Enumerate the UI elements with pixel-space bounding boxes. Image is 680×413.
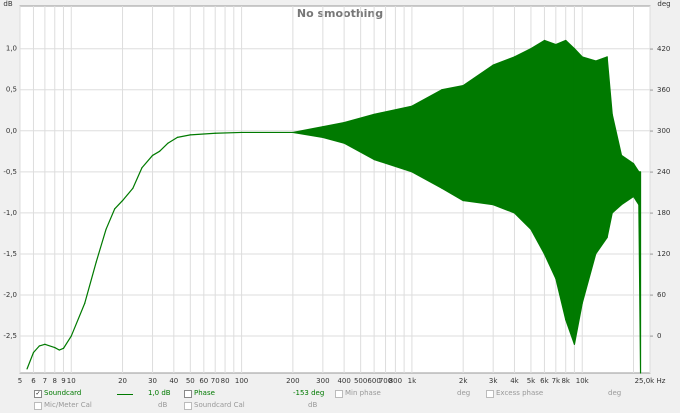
phase-value: -153 deg [293, 389, 325, 397]
y-tick-label: -1,5 [3, 250, 17, 258]
checkbox[interactable] [34, 402, 42, 410]
checkbox[interactable] [184, 402, 192, 410]
response-band [214, 131, 243, 134]
x-tick-label: 5 [18, 377, 22, 385]
y2-tick-label: 360 [657, 86, 670, 94]
response-band [632, 163, 640, 206]
y2-tick-label: 420 [657, 45, 670, 53]
x-tick-label: 10k [576, 377, 590, 385]
response-band [595, 56, 608, 255]
excess-phase[interactable]: Excess phase [496, 389, 544, 397]
x-tick-label: 10 [67, 377, 76, 385]
x-tick-label: 25,0k Hz [635, 377, 666, 385]
response-band [620, 154, 635, 206]
response-band [543, 39, 557, 280]
y-axis-label: dB [3, 0, 12, 8]
y2-tick-label: 0 [657, 332, 661, 340]
x-tick-label: 30 [148, 377, 157, 385]
checkbox[interactable] [486, 390, 494, 398]
x-tick-label: 60 [199, 377, 208, 385]
response-band [441, 85, 464, 202]
unit: deg [608, 389, 622, 397]
soundcard-cal[interactable]: Soundcard Cal [194, 401, 245, 409]
checkbox[interactable] [335, 390, 343, 398]
x-tick-label: 6k [540, 377, 549, 385]
x-tick-label: 40 [169, 377, 178, 385]
y2-tick-label: 60 [657, 291, 666, 299]
chart-title: No smoothing [297, 7, 383, 20]
response-band [638, 171, 642, 374]
legend-line [117, 394, 133, 395]
y2-tick-label: 300 [657, 127, 670, 135]
y-tick-label: -1,0 [3, 209, 17, 217]
x-tick-label: 3k [489, 377, 498, 385]
x-tick-label: 8k [561, 377, 570, 385]
x-tick-label: 2k [459, 377, 468, 385]
response-band [513, 48, 532, 230]
x-tick-label: 300 [316, 377, 329, 385]
x-tick-label: 6 [31, 377, 36, 385]
response-band [411, 89, 443, 189]
legend-panel: ✓ Soundcard 1,0 dB Phase -153 deg Min ph… [0, 386, 680, 413]
y-tick-label: -2,0 [3, 291, 17, 299]
checkbox[interactable]: ✓ [34, 390, 42, 398]
x-tick-label: 100 [235, 377, 248, 385]
y-tick-label: -2,5 [3, 332, 17, 340]
y2-tick-label: 240 [657, 168, 670, 176]
response-band [573, 48, 583, 345]
response-band [530, 39, 546, 255]
unit: dB [308, 401, 318, 409]
y-tick-label: 0,0 [6, 127, 17, 135]
response-band [565, 39, 576, 345]
x-tick-label: 7 [43, 377, 47, 385]
min-phase[interactable]: Min phase [345, 389, 381, 397]
x-tick-label: 8 [53, 377, 57, 385]
x-tick-label: 1k [408, 377, 417, 385]
x-tick-label: 5k [527, 377, 536, 385]
response-band [373, 105, 413, 173]
y-tick-label: -0,5 [3, 168, 17, 176]
x-tick-label: 800 [389, 377, 402, 385]
checkbox[interactable] [184, 390, 192, 398]
response-band [492, 56, 516, 214]
unit: deg [457, 389, 471, 397]
response-band [462, 64, 494, 206]
x-tick-label: 600 [367, 377, 380, 385]
x-tick-label: 20 [118, 377, 127, 385]
x-tick-label: 500 [354, 377, 367, 385]
y2-tick-label: 180 [657, 209, 670, 217]
x-tick-label: 9 [61, 377, 65, 385]
x-tick-label: 4k [510, 377, 519, 385]
x-tick-label: 50 [186, 377, 195, 385]
x-tick-label: 400 [337, 377, 350, 385]
unit: dB [158, 401, 168, 409]
level: 1,0 dB [148, 389, 171, 397]
y2-axis-label: deg [657, 0, 670, 8]
legend-soundcard[interactable]: Soundcard [44, 389, 82, 397]
x-tick-label: 80 [221, 377, 230, 385]
x-tick-label: 700 [379, 377, 392, 385]
phase[interactable]: Phase [194, 389, 215, 397]
x-tick-label: 200 [286, 377, 299, 385]
y2-tick-label: 120 [657, 250, 670, 258]
mic-cal[interactable]: Mic/Meter Cal [44, 401, 92, 409]
response-band [555, 39, 567, 321]
chart: No smoothing dB deg 5 6 7 8 9 10 20 30 40 50 60 70 8… [3, 0, 670, 385]
x-tick-label: 7k [552, 377, 561, 385]
y-tick-label: 1,0 [6, 45, 17, 53]
x-tick-label: 70 [211, 377, 220, 385]
y-tick-label: 0,5 [6, 86, 17, 94]
